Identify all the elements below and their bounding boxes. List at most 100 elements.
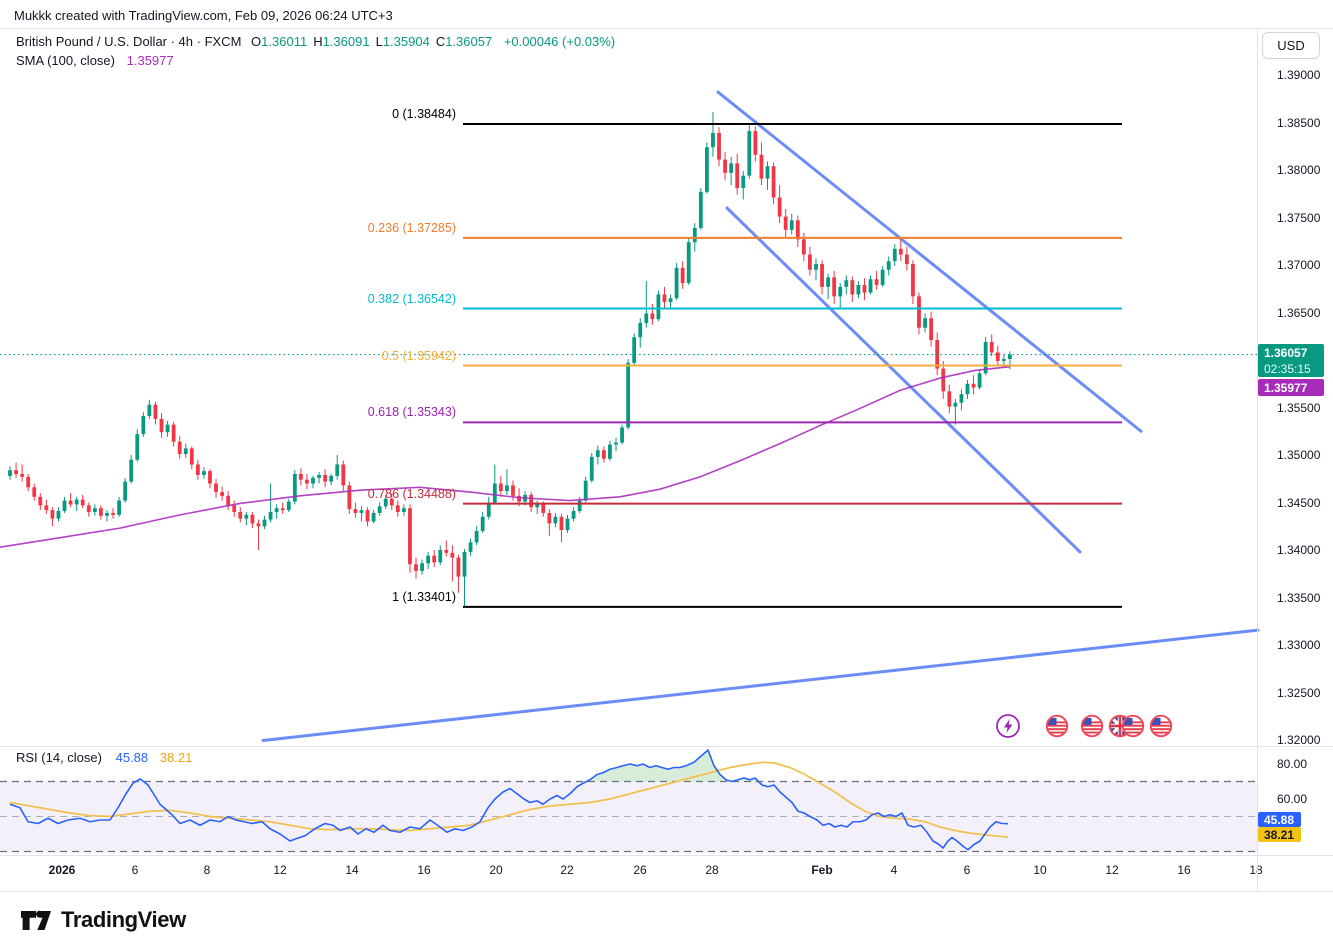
trendline-2 [725,206,1082,554]
candle-body [583,480,588,501]
candle-body [177,441,182,455]
candle-body [444,550,449,553]
candle-body [238,512,243,519]
candle-body [280,508,285,511]
time-tick: 14 [345,863,359,877]
candle-body [698,191,703,228]
candle-body [638,322,643,338]
sma-label: SMA (100, close) [16,53,115,68]
ohlc-values: O1.36011 H1.36091 L1.35904 C1.36057 [245,34,492,49]
trendline-3 [261,628,1260,742]
sma-value: 1.35977 [126,53,174,68]
candle-body [953,402,958,407]
rsi-line [9,749,1009,851]
candle-body [99,508,103,516]
fib-label-1.37285: 0.236 (1.37285) [367,220,456,235]
candle-body [929,318,934,341]
candle-body [214,483,218,493]
sma-line [0,365,1011,548]
candle-body [517,495,521,502]
candle-body [389,498,394,506]
us-flag-icon[interactable] [1121,714,1145,738]
candle-body [111,512,115,515]
candle-body [711,132,715,148]
lightning-icon[interactable] [996,714,1020,738]
candle-body [68,500,73,505]
price-tick: 1.38500 [1277,115,1321,130]
us-flag-icon[interactable] [1080,714,1104,738]
fib-label-1.34488: 0.786 (1.34488) [367,486,456,501]
candle-body [729,163,734,173]
candle-body [856,284,861,295]
candle-body [80,499,85,506]
candle-body [559,516,564,531]
candle-body [947,391,952,407]
symbol-title[interactable]: British Pound / U.S. Dollar · 4h · FXCM [16,34,242,49]
candle-body [135,434,140,460]
candle-body [571,511,576,519]
candle-body [32,487,37,497]
chart-canvas[interactable] [0,28,1333,890]
candle-body [353,509,358,513]
candle-body [141,416,146,435]
candle-body [450,552,455,558]
candle-body [589,456,594,481]
candle-body [626,362,631,428]
candle-body [420,563,424,571]
candle-body [486,502,491,517]
candle-body [159,418,164,433]
candle-body [408,508,412,565]
candle-body [14,470,18,474]
candle-body [838,286,843,297]
last-price-badge: 1.36057 [1258,344,1324,361]
tradingview-logo[interactable]: TradingView [18,903,186,937]
candle-body [171,424,176,442]
rsi-ma-value-badge: 38.21 [1258,827,1301,842]
price-tick: 1.37500 [1277,210,1321,225]
candle-body [244,514,249,519]
sma-legend-row[interactable]: SMA (100, close) 1.35977 [16,51,615,70]
rsi-legend[interactable]: RSI (14, close) 45.88 38.21 [16,750,192,765]
rsi-value: 45.88 [115,750,149,765]
time-tick: 6 [963,863,971,877]
candle-body [759,154,764,179]
change-value: +0.00046 (+0.03%) [503,34,616,49]
candle-body [329,475,334,482]
price-tick: 1.33500 [1277,590,1321,605]
candle-body [632,337,637,363]
fib-label-1.38484: 0 (1.38484) [392,107,456,122]
pane-divider [0,746,1333,747]
candle-body [292,474,297,502]
candle-body [923,318,927,328]
candle-body [826,277,830,287]
candle-body [656,294,661,320]
candle-body [202,471,206,475]
tradingview-logo-text: TradingView [61,907,186,932]
candle-body [50,510,55,519]
us-flag-icon[interactable] [1149,714,1173,738]
candle-body [850,280,855,295]
candle-body [717,132,721,160]
rsi-ma-line [9,761,1009,838]
time-tick: 18 [1249,863,1263,877]
candle-body [220,492,224,496]
bottom-divider [0,891,1333,892]
candle-body [874,279,879,285]
candle-body [8,470,12,476]
candle-body [650,313,655,320]
price-tick: 1.34500 [1277,495,1321,510]
trendline-1 [716,90,1143,433]
candle-body [941,368,946,392]
candle-body [547,512,552,524]
candle-body [371,512,376,522]
currency-toggle-button[interactable]: USD [1262,32,1320,59]
candle-body [911,264,915,297]
rsi-label: RSI (14, close) [16,750,102,765]
us-flag-icon[interactable] [1045,714,1069,738]
candle-body [662,294,667,303]
candle-body [365,510,370,522]
candle-body [783,216,788,230]
rsi-ma-value: 38.21 [159,750,193,765]
candle-body [820,264,824,287]
price-tick: 1.32500 [1277,685,1321,700]
